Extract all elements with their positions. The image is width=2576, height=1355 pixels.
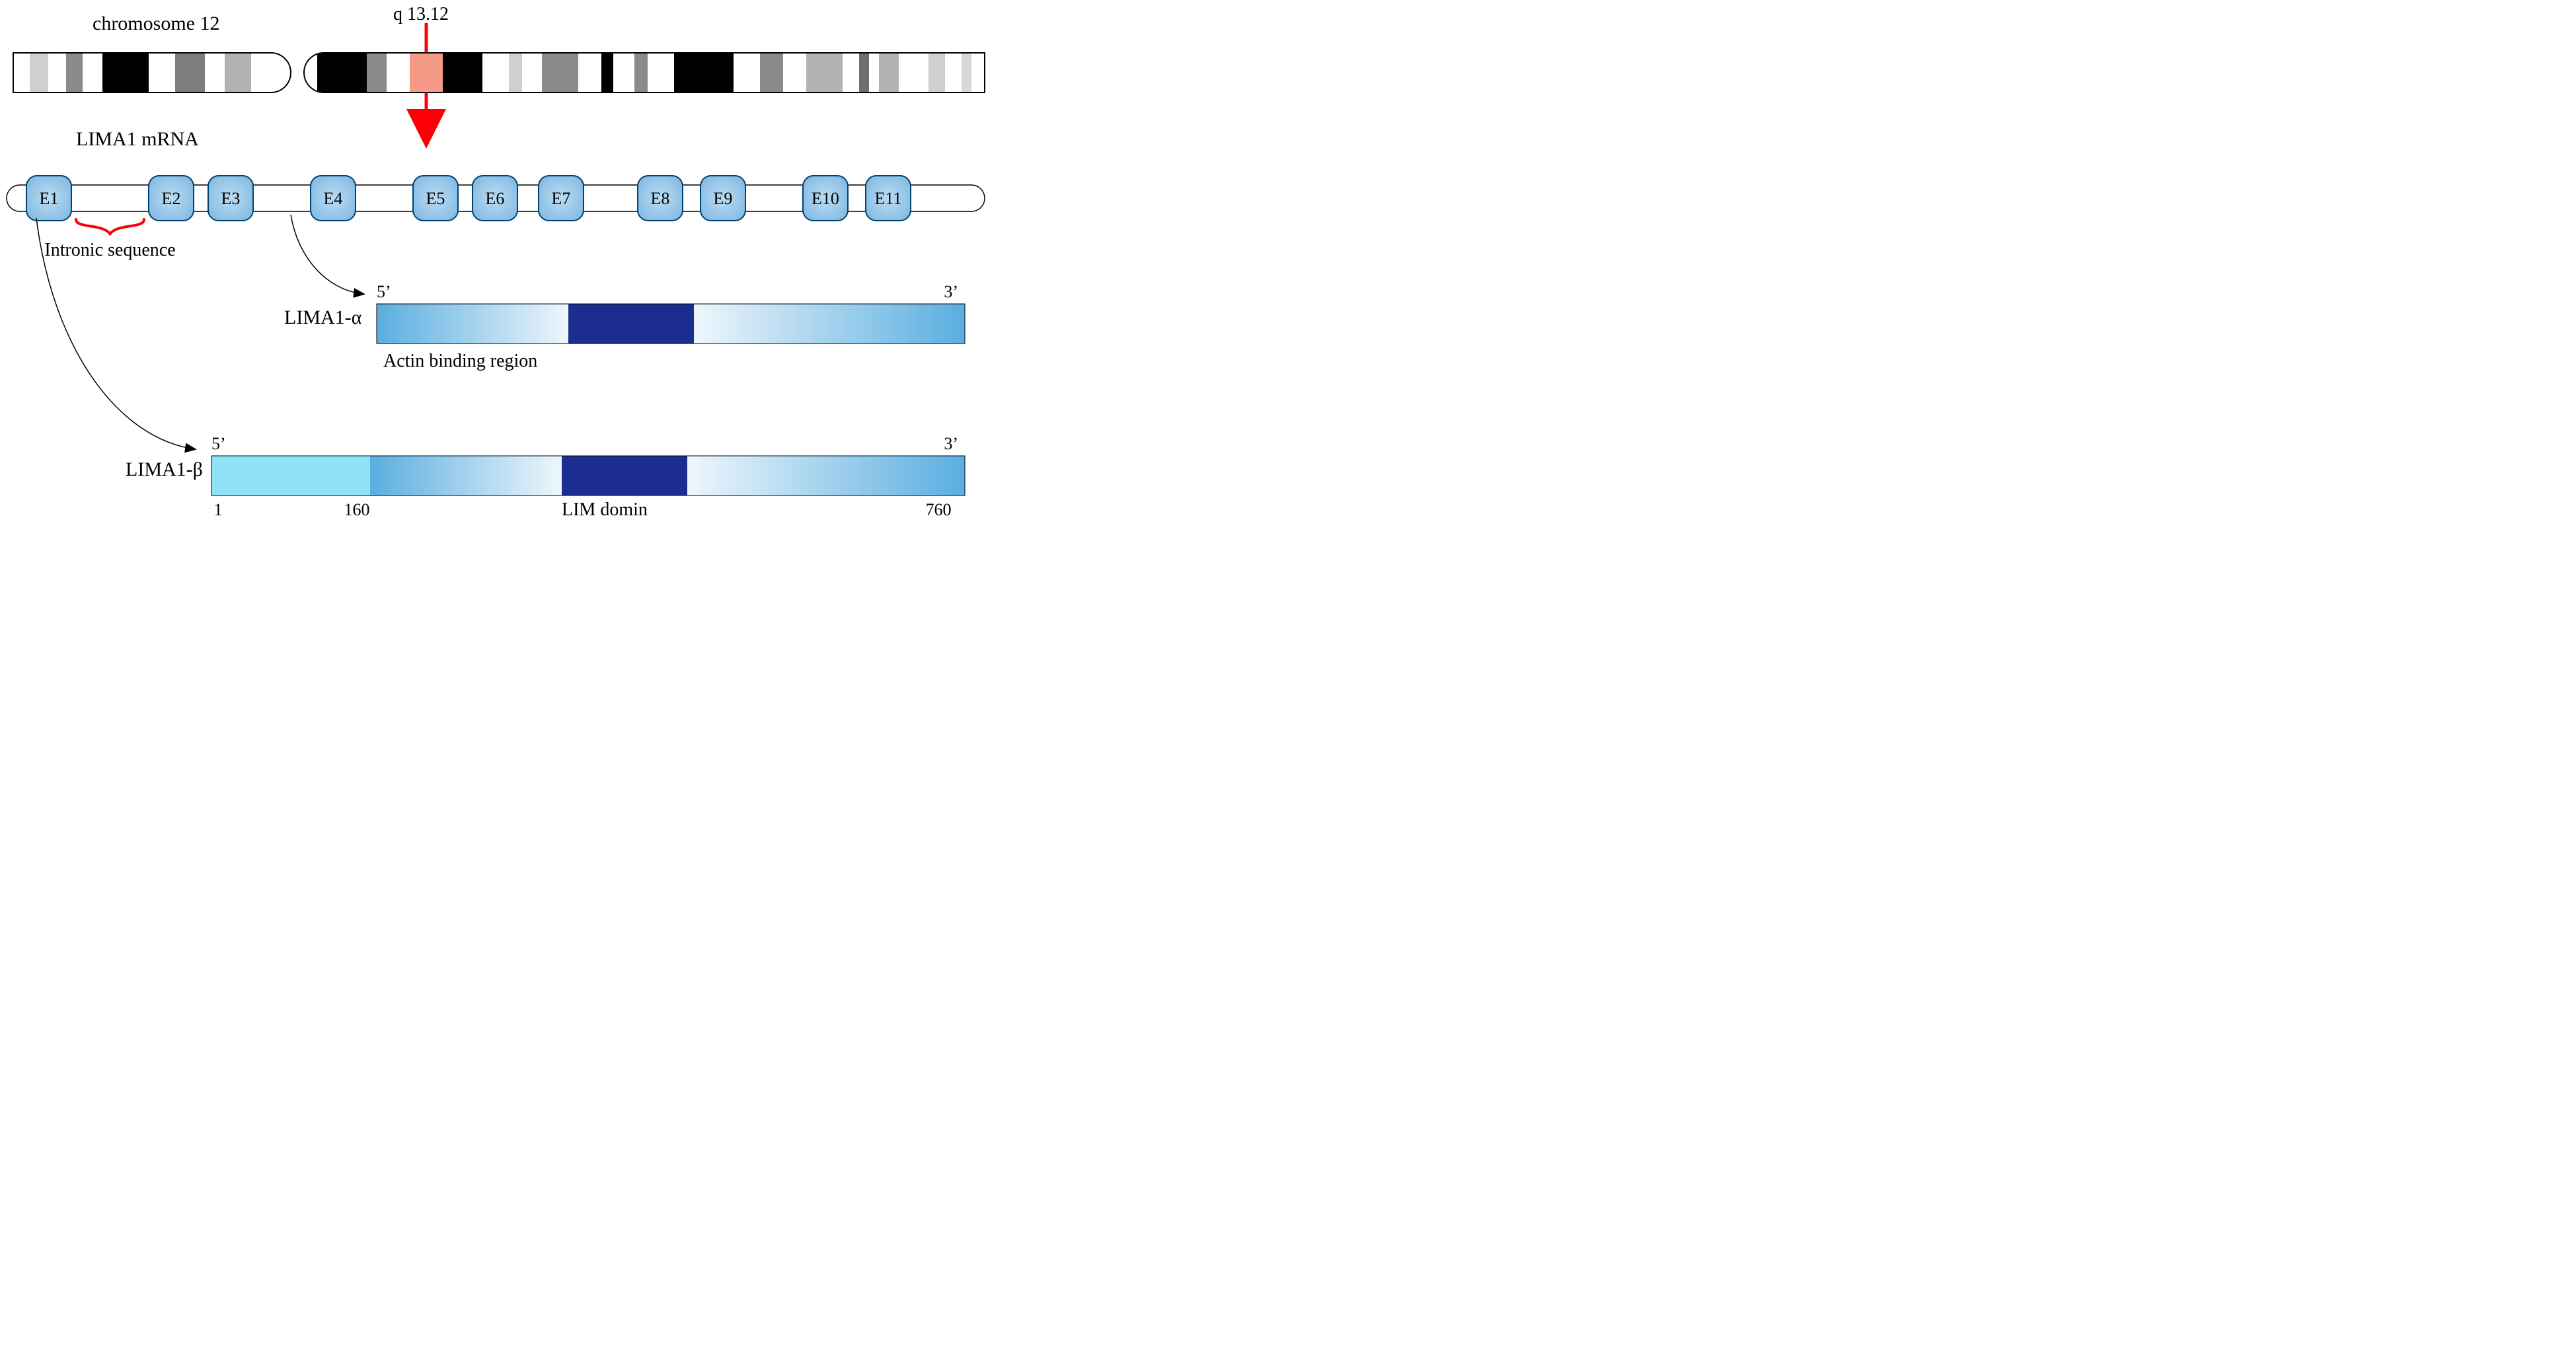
mrna-title: LIMA1 mRNA	[76, 128, 199, 150]
arrow-to-alpha	[291, 215, 363, 294]
exon-label: E11	[875, 189, 902, 208]
exon-label: E9	[714, 189, 733, 208]
chrom-band	[760, 53, 783, 92]
chrom-band	[367, 53, 387, 92]
chrom-band	[962, 53, 971, 92]
chrom-band	[175, 53, 205, 92]
chrom-band	[542, 53, 578, 92]
chromosome-title: chromosome 12	[93, 13, 219, 34]
exon-label: E3	[221, 189, 241, 208]
chrom-band	[410, 53, 443, 92]
exon-label: E6	[486, 189, 505, 208]
lima1-alpha-segment	[568, 304, 694, 344]
exon-label: E10	[812, 189, 839, 208]
intron-brace	[76, 219, 144, 234]
exon-label: E8	[651, 189, 670, 208]
intron-label: Intronic sequence	[44, 240, 175, 260]
actin-binding-label: Actin binding region	[383, 351, 537, 371]
chrom-band	[66, 53, 83, 92]
chrom-band	[879, 53, 899, 92]
chrom-band	[225, 53, 251, 92]
chrom-band	[443, 53, 482, 92]
lim-domain-label: LIM domin	[562, 499, 648, 520]
lima1-alpha-label: LIMA1-α	[284, 307, 362, 328]
chrom-band	[634, 53, 648, 92]
lima1-beta-segment	[562, 456, 687, 495]
exon-label: E7	[552, 189, 571, 208]
lima1-alpha-segment	[694, 304, 965, 344]
chrom-band	[601, 53, 613, 92]
three-prime-label: 3’	[944, 434, 958, 453]
five-prime-label: 5’	[211, 434, 226, 453]
lima1-beta-segment	[211, 456, 370, 495]
lima1-beta-segment	[687, 456, 965, 495]
exon-label: E5	[426, 189, 445, 208]
exon-label: E2	[162, 189, 181, 208]
chrom-band	[317, 53, 367, 92]
chrom-band	[674, 53, 734, 92]
chrom-band	[509, 53, 522, 92]
chrom-band	[806, 53, 843, 92]
lima1-beta-label: LIMA1-β	[126, 458, 203, 480]
exon-label: E1	[40, 189, 59, 208]
pos-760-label: 760	[926, 500, 952, 519]
three-prime-label: 3’	[944, 282, 958, 301]
diagram-canvas: chromosome 12 q 13.12 LIMA1 mRNA E1 E2 E3 E4 E5…	[0, 0, 1004, 529]
pos-1-label: 1	[214, 500, 223, 519]
lima1-beta-segment	[370, 456, 562, 495]
chrom-band	[102, 53, 149, 92]
chrom-band	[928, 53, 945, 92]
pos-160-label: 160	[344, 500, 370, 519]
exon-label: E4	[324, 189, 343, 208]
chrom-band	[30, 53, 48, 92]
locus-label: q 13.12	[393, 4, 449, 24]
lima1-alpha-segment	[377, 304, 568, 344]
five-prime-label: 5’	[377, 282, 391, 301]
chrom-band	[859, 53, 869, 92]
